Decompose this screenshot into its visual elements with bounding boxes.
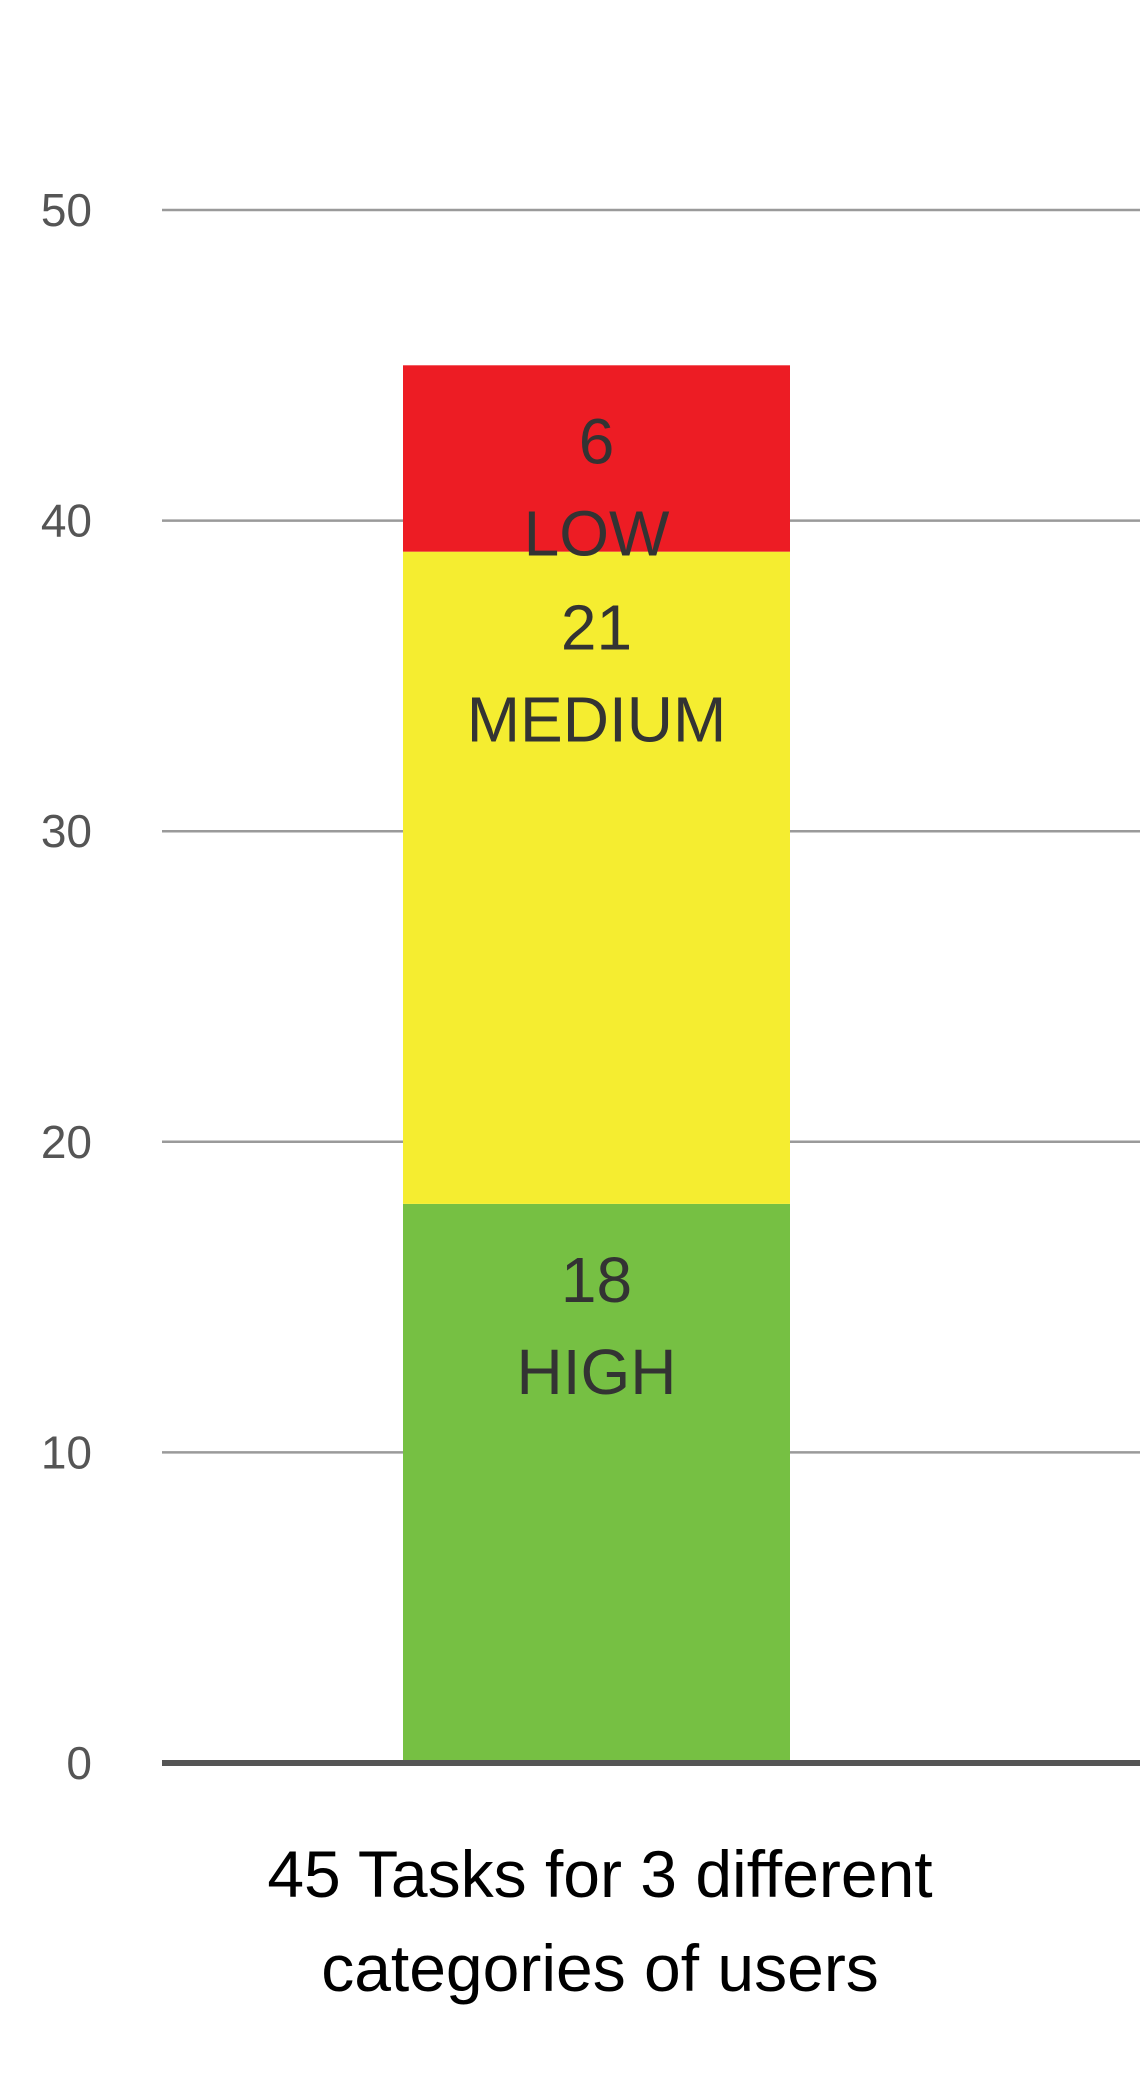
bar-segments xyxy=(403,365,790,1763)
y-tick-label: 50 xyxy=(41,184,92,236)
segment-category-label: MEDIUM xyxy=(467,684,727,756)
y-tick-label: 0 xyxy=(66,1737,92,1789)
segment-value-label: 21 xyxy=(561,592,632,664)
segment-category-label: HIGH xyxy=(517,1336,677,1408)
bar-segment-low xyxy=(403,365,790,552)
y-tick-label: 30 xyxy=(41,805,92,857)
segment-labels: 18 HIGH 21 MEDIUM 6 LOW xyxy=(467,405,727,1408)
segment-category-label: LOW xyxy=(524,497,670,569)
segment-value-label: 6 xyxy=(579,405,615,477)
y-tick-label: 20 xyxy=(41,1116,92,1168)
segment-value-label: 18 xyxy=(561,1244,632,1316)
x-axis-caption-line-2: categories of users xyxy=(321,1931,879,2005)
y-tick-label: 40 xyxy=(41,495,92,547)
y-tick-labels: 0 10 20 30 40 50 xyxy=(41,184,92,1789)
bar-segment-medium xyxy=(403,551,790,1204)
y-tick-label: 10 xyxy=(41,1426,92,1478)
x-axis-caption-line-1: 45 Tasks for 3 different xyxy=(267,1837,932,1911)
bar-segment-high xyxy=(403,1203,790,1763)
